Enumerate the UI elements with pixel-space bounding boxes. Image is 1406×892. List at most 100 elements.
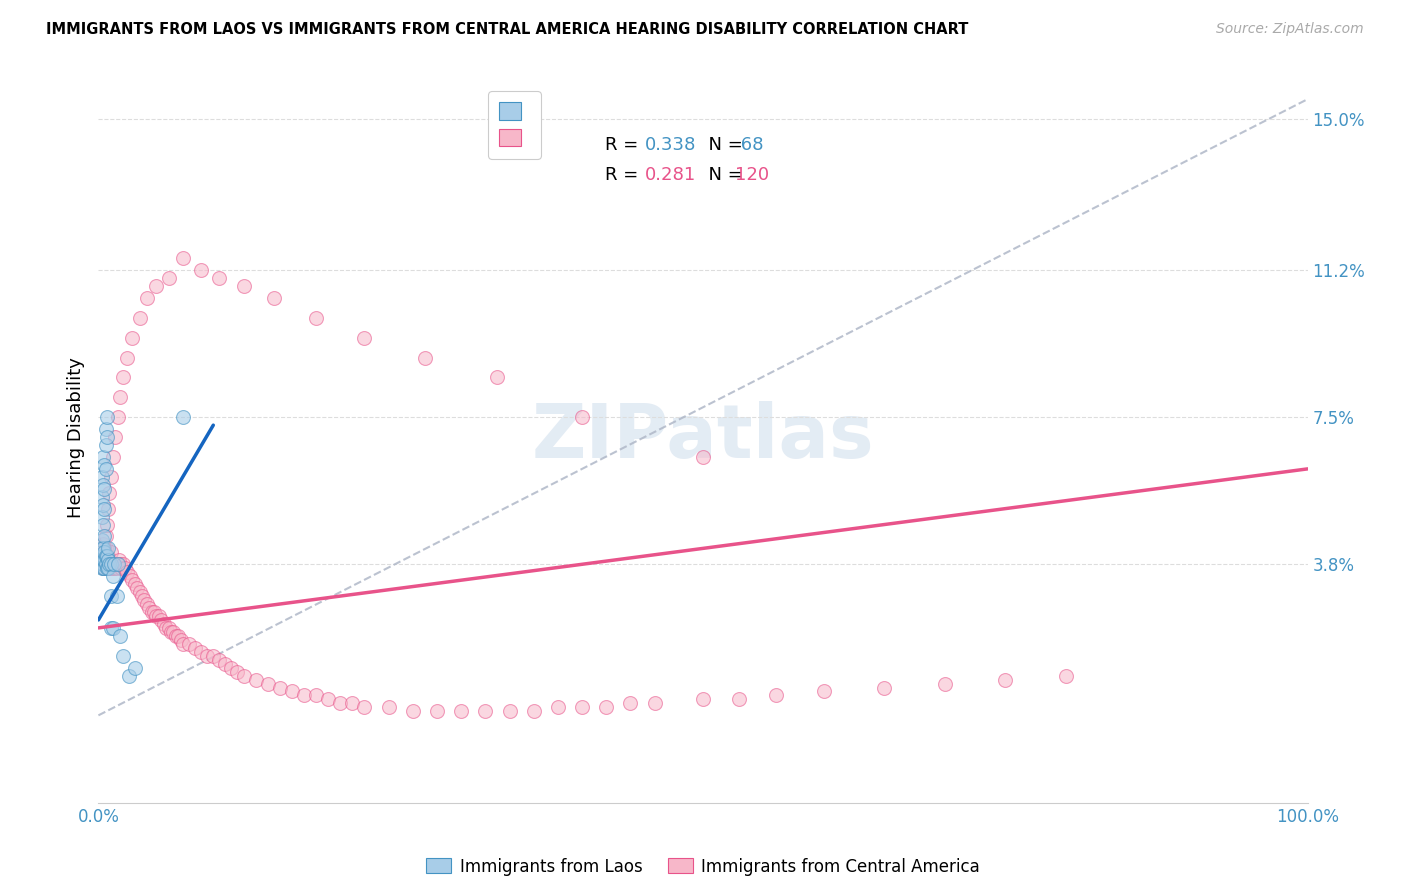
- Point: [91, 561, 114, 575]
- Point: [91, 549, 114, 564]
- Point: [93, 541, 115, 556]
- Point: [93, 529, 115, 543]
- Point: [169, 632, 191, 647]
- Point: [813, 684, 835, 698]
- Point: [94, 422, 117, 436]
- Point: [93, 561, 115, 575]
- Point: [97, 553, 120, 567]
- Point: [103, 558, 125, 572]
- Point: [121, 331, 143, 345]
- Point: [190, 645, 212, 659]
- Point: [96, 561, 118, 575]
- Point: [232, 279, 254, 293]
- Point: [94, 558, 117, 572]
- Point: [281, 684, 304, 698]
- Point: [94, 549, 117, 564]
- Point: [91, 537, 114, 551]
- Point: [117, 351, 139, 365]
- Point: [91, 450, 114, 464]
- Point: [93, 561, 115, 575]
- Point: [1054, 668, 1077, 682]
- Point: [571, 410, 593, 425]
- Point: [96, 553, 118, 567]
- Y-axis label: Hearing Disability: Hearing Disability: [66, 357, 84, 517]
- Point: [108, 390, 131, 404]
- Point: [91, 490, 114, 504]
- Point: [413, 351, 436, 365]
- Point: [377, 700, 399, 714]
- Point: [353, 331, 375, 345]
- Point: [474, 705, 496, 719]
- Point: [141, 605, 163, 619]
- Text: ZIPatlas: ZIPatlas: [531, 401, 875, 474]
- Point: [93, 458, 115, 472]
- Point: [100, 545, 122, 559]
- Point: [202, 648, 225, 663]
- Point: [94, 558, 117, 572]
- Point: [214, 657, 236, 671]
- Point: [96, 517, 118, 532]
- Point: [134, 593, 156, 607]
- Point: [91, 533, 114, 548]
- Text: IMMIGRANTS FROM LAOS VS IMMIGRANTS FROM CENTRAL AMERICA HEARING DISABILITY CORRE: IMMIGRANTS FROM LAOS VS IMMIGRANTS FROM …: [46, 22, 969, 37]
- Point: [402, 705, 425, 719]
- Point: [111, 370, 134, 384]
- Text: R =: R =: [606, 136, 644, 154]
- Point: [138, 601, 160, 615]
- Point: [152, 616, 174, 631]
- Point: [91, 558, 114, 572]
- Point: [135, 597, 157, 611]
- Point: [994, 673, 1017, 687]
- Point: [107, 558, 129, 572]
- Text: N =: N =: [697, 136, 748, 154]
- Point: [873, 681, 896, 695]
- Point: [91, 541, 114, 556]
- Point: [245, 673, 267, 687]
- Point: [143, 605, 166, 619]
- Point: [104, 558, 127, 572]
- Point: [118, 569, 141, 583]
- Point: [93, 501, 115, 516]
- Point: [96, 561, 118, 575]
- Point: [190, 263, 212, 277]
- Point: [101, 621, 124, 635]
- Point: [128, 310, 150, 325]
- Point: [728, 692, 751, 706]
- Point: [117, 566, 139, 580]
- Point: [98, 485, 121, 500]
- Point: [97, 541, 120, 556]
- Point: [135, 291, 157, 305]
- Point: [104, 430, 127, 444]
- Point: [97, 561, 120, 575]
- Point: [96, 410, 118, 425]
- Point: [486, 370, 509, 384]
- Point: [184, 640, 207, 655]
- Point: [619, 697, 641, 711]
- Point: [571, 700, 593, 714]
- Point: [98, 558, 121, 572]
- Point: [105, 561, 128, 575]
- Point: [103, 561, 125, 575]
- Point: [94, 541, 117, 556]
- Point: [108, 553, 131, 567]
- Point: [101, 558, 124, 572]
- Point: [94, 438, 117, 452]
- Point: [100, 561, 122, 575]
- Point: [145, 279, 167, 293]
- Legend: Immigrants from Laos, Immigrants from Central America: Immigrants from Laos, Immigrants from Ce…: [420, 851, 986, 882]
- Point: [91, 549, 114, 564]
- Text: 0.281: 0.281: [645, 166, 696, 184]
- Point: [93, 549, 115, 564]
- Point: [342, 697, 364, 711]
- Text: N =: N =: [697, 166, 748, 184]
- Point: [111, 648, 134, 663]
- Text: 120: 120: [735, 166, 769, 184]
- Point: [96, 549, 118, 564]
- Point: [96, 430, 118, 444]
- Point: [226, 665, 249, 679]
- Point: [93, 553, 115, 567]
- Point: [97, 558, 120, 572]
- Point: [263, 291, 285, 305]
- Point: [100, 558, 122, 572]
- Point: [124, 660, 146, 674]
